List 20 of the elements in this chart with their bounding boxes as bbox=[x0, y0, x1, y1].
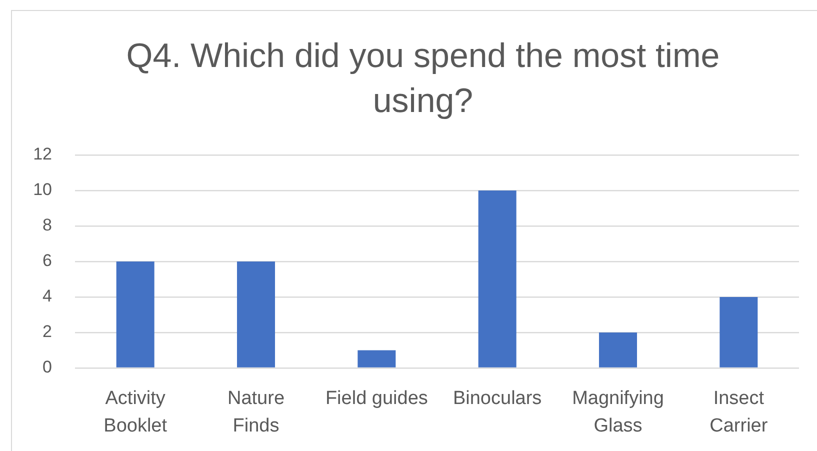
x-tick-label: Nature Finds bbox=[227, 388, 285, 437]
bar bbox=[236, 262, 276, 368]
y-tick-label: 10 bbox=[33, 180, 52, 200]
bar bbox=[720, 297, 758, 368]
y-tick-label: 2 bbox=[42, 322, 52, 342]
y-tick-label: 12 bbox=[33, 144, 52, 164]
y-tick-label: 6 bbox=[42, 251, 52, 270]
x-tick-label: Insect Carrier bbox=[710, 388, 768, 437]
bar bbox=[358, 350, 396, 368]
chart-title: Q4. Which did you spend the most time using? bbox=[125, 36, 721, 122]
x-tick-label: Field guides bbox=[325, 388, 428, 410]
bar bbox=[478, 190, 516, 368]
bar bbox=[598, 332, 638, 368]
x-tick-label: Binoculars bbox=[452, 388, 542, 410]
y-tick-label: 4 bbox=[42, 286, 52, 306]
bar bbox=[116, 262, 154, 368]
x-tick-label: Activity Booklet bbox=[104, 388, 168, 437]
y-tick-label: 0 bbox=[42, 358, 52, 377]
x-tick-label: Magnifying Glass bbox=[572, 388, 664, 437]
y-tick-label: 8 bbox=[42, 216, 52, 235]
